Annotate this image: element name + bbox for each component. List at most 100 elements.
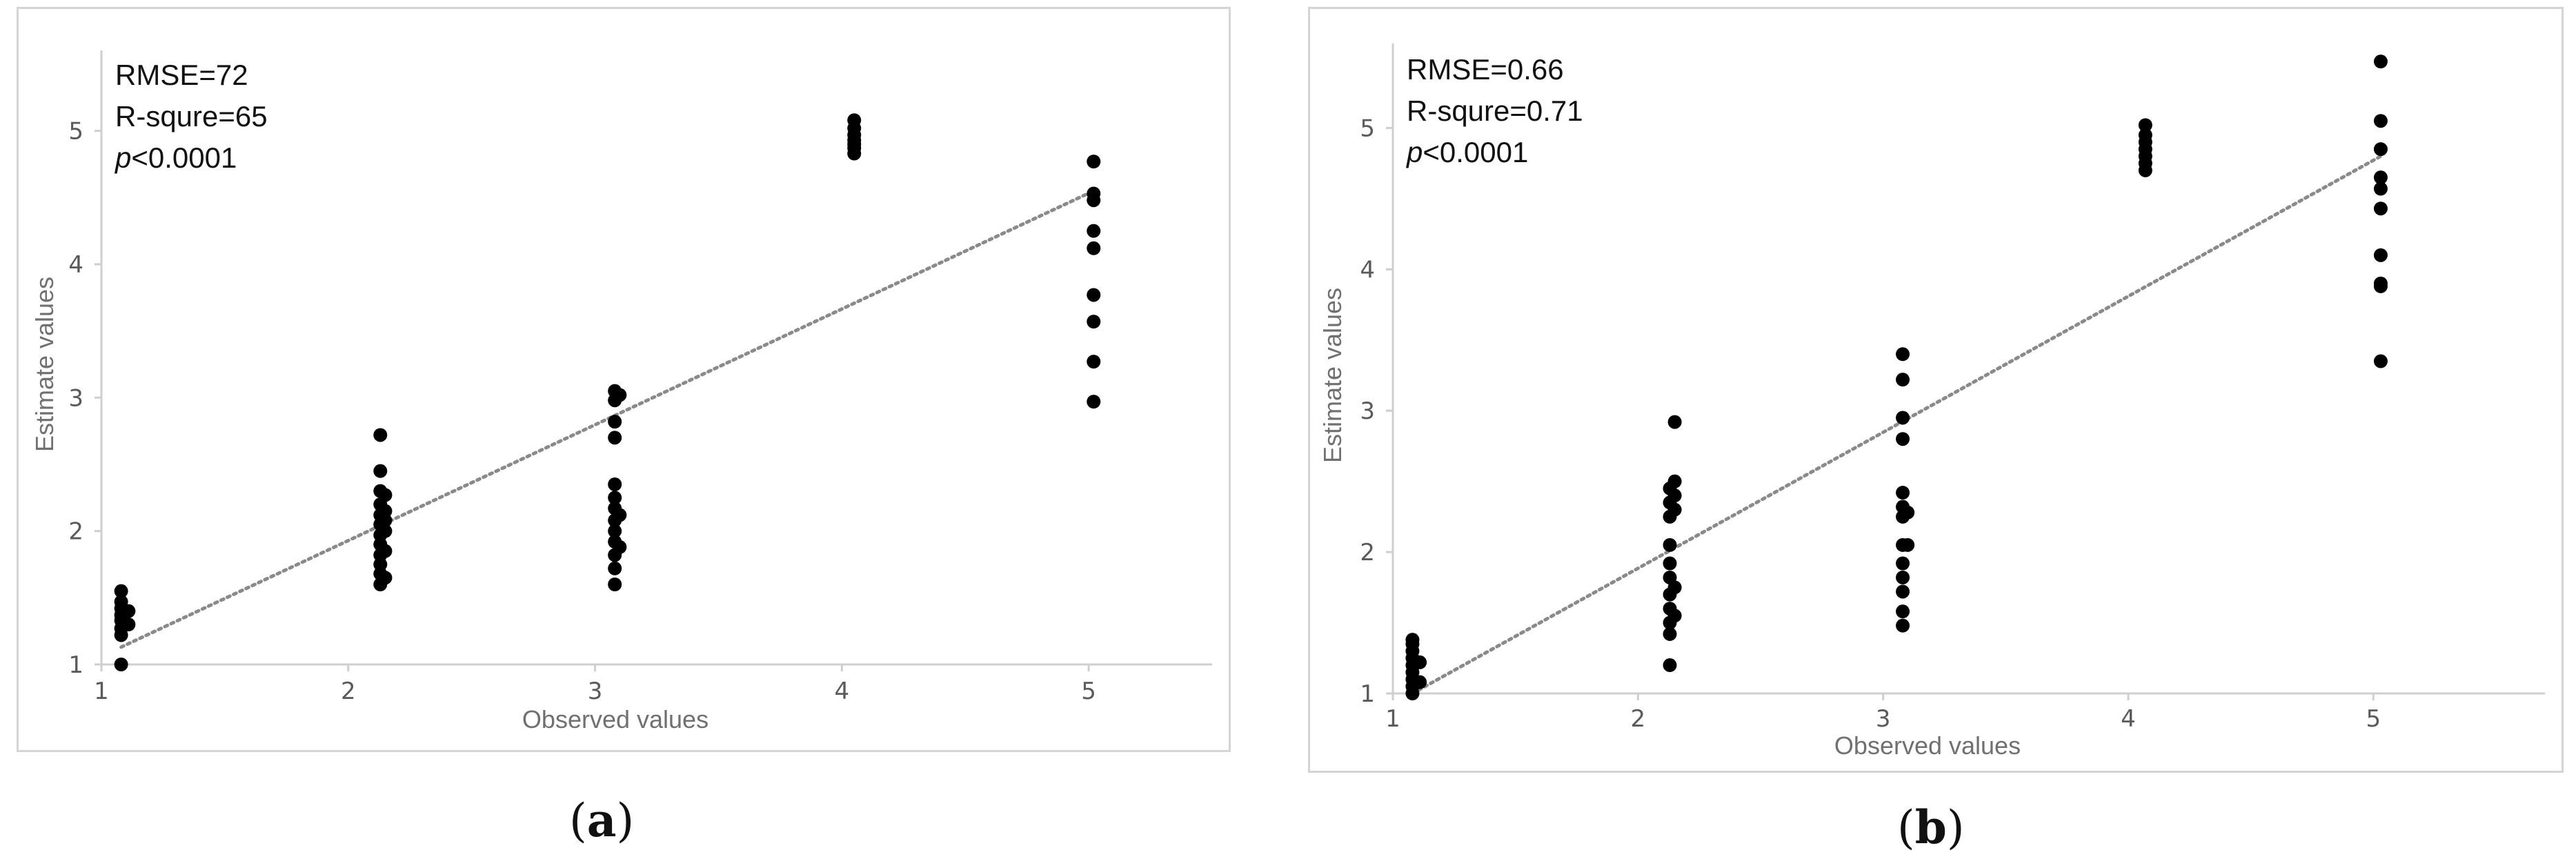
x-axis-title: Observed values: [1834, 731, 2021, 760]
x-tick-label: 1: [94, 678, 109, 705]
data-point: [378, 571, 393, 585]
y-tick-label: 3: [1360, 397, 1375, 425]
x-tick-label: 5: [2366, 705, 2381, 733]
p-value-annotation: p<0.0001: [1405, 136, 1528, 168]
data-point: [2373, 170, 2388, 185]
data-point: [608, 524, 622, 538]
y-tick-label: 4: [68, 251, 83, 279]
data-point: [1667, 415, 1682, 429]
x-tick-label: 2: [341, 678, 356, 705]
p-value-annotation: p<0.0001: [114, 141, 237, 174]
trendline: [119, 189, 1096, 649]
data-point: [847, 113, 862, 128]
data-point: [1087, 186, 1101, 201]
data-point: [378, 504, 393, 518]
x-tick-label: 5: [1081, 678, 1096, 705]
data-point: [2138, 118, 2152, 132]
data-point: [608, 561, 622, 575]
data-point: [2373, 55, 2388, 69]
caption-letter-b: b: [1914, 800, 1947, 854]
data-point: [1087, 395, 1101, 409]
caption-a: (a): [569, 793, 635, 847]
scatter-chart-b: 1 2 3 4 5 1 2 3 4 5 Observed values Estimate values…: [1318, 43, 2545, 760]
data-point: [114, 595, 128, 609]
rmse-annotation: RMSE=0.66: [1407, 53, 1564, 86]
data-point: [1087, 241, 1101, 255]
y-tick-label: 3: [68, 384, 83, 412]
data-point: [1663, 537, 1677, 552]
data-point: [121, 618, 136, 631]
caption-letter-a: a: [586, 793, 617, 847]
data-point: [608, 491, 622, 505]
data-point: [1087, 224, 1101, 238]
data-point: [1663, 658, 1677, 673]
data-point: [378, 544, 393, 558]
data-point: [1896, 570, 1910, 584]
y-tick-label: 5: [68, 118, 83, 146]
y-axis-title: Estimate values: [30, 277, 59, 452]
data-point: [1087, 155, 1101, 169]
x-tick-label: 2: [1630, 705, 1645, 733]
x-tick-label: 3: [1876, 705, 1891, 733]
caption-b: (b): [1897, 800, 1965, 854]
scatter-chart-a: 1 2 3 4 5 1 2 3 4 5 Observed values Estimate values…: [30, 50, 1212, 733]
data-point: [608, 477, 622, 491]
data-point: [2373, 181, 2388, 196]
data-point: [1667, 474, 1682, 489]
rmse-annotation: RMSE=72: [115, 59, 248, 91]
data-point: [2373, 114, 2388, 128]
data-point: [2138, 128, 2152, 142]
data-point: [1896, 347, 1910, 362]
data-point: [2373, 201, 2388, 216]
x-tick-label: 1: [1385, 705, 1400, 733]
data-point: [1667, 609, 1682, 623]
data-point: [2373, 142, 2388, 157]
x-axis-title: Observed values: [522, 705, 709, 733]
data-point: [1896, 604, 1910, 619]
r-squared-annotation: R-squre=0.71: [1407, 95, 1583, 127]
data-point: [2373, 276, 2388, 290]
data-point: [1896, 411, 1910, 425]
data-point: [1901, 505, 1915, 520]
chart-panel-b: 1 2 3 4 5 1 2 3 4 5 Observed values Estimate values…: [1308, 7, 2564, 773]
data-point: [1896, 432, 1910, 446]
y-tick-label: 4: [1360, 256, 1375, 284]
data-point: [1087, 315, 1101, 329]
y-tick-label: 1: [1360, 680, 1375, 708]
data-point: [1896, 556, 1910, 571]
data-point: [373, 464, 388, 478]
x-tick-label: 4: [835, 678, 850, 705]
data-point: [1896, 373, 1910, 387]
data-point: [608, 431, 622, 445]
data-point: [1663, 556, 1677, 571]
data-point: [1896, 618, 1910, 633]
x-tick-label: 3: [588, 678, 603, 705]
chart-panel-a: 1 2 3 4 5 1 2 3 4 5 Observed values Estimate values…: [17, 7, 1231, 752]
data-point: [1087, 288, 1101, 302]
data-point: [373, 428, 388, 442]
data-point: [1413, 655, 1427, 669]
data-point: [1667, 489, 1682, 503]
data-point: [613, 388, 627, 402]
data-point: [1087, 355, 1101, 369]
data-point: [1405, 633, 1420, 647]
data-point: [613, 508, 627, 522]
data-point: [378, 488, 393, 502]
data-point: [1896, 584, 1910, 599]
y-tick-label: 2: [68, 518, 83, 546]
x-tick-label: 4: [2121, 705, 2136, 733]
y-tick-label: 2: [1360, 539, 1375, 566]
trendline: [1410, 154, 2383, 696]
data-point: [1896, 486, 1910, 500]
y-tick-label: 5: [1360, 115, 1375, 142]
data-point: [2373, 354, 2388, 368]
data-point: [608, 415, 622, 429]
y-axis-title: Estimate values: [1318, 288, 1347, 463]
r-squared-annotation: R-squre=65: [115, 100, 268, 132]
data-point: [1667, 580, 1682, 595]
data-point: [114, 658, 128, 671]
y-tick-label: 1: [68, 651, 83, 679]
data-point: [1663, 627, 1677, 641]
data-point: [1667, 502, 1682, 517]
data-point: [378, 524, 393, 538]
